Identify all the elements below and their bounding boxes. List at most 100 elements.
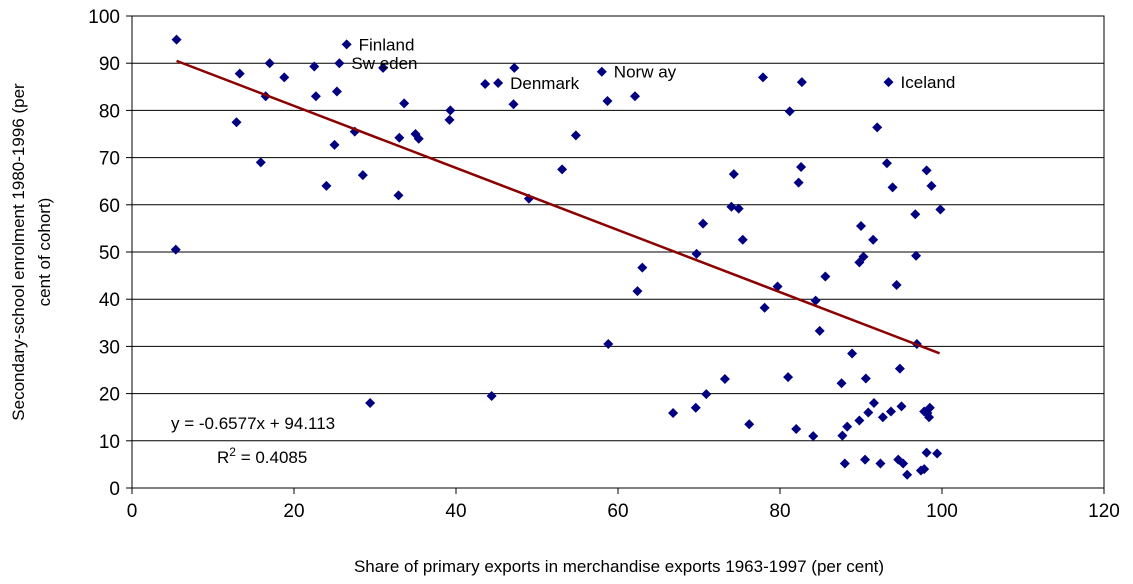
data-point-47 bbox=[726, 201, 737, 212]
data-point-8 bbox=[279, 72, 290, 83]
data-point-42 bbox=[690, 402, 701, 413]
data-point-5 bbox=[255, 157, 266, 168]
data-point-92 bbox=[910, 209, 921, 220]
data-point-66 bbox=[837, 430, 848, 441]
data-point-7 bbox=[264, 58, 275, 69]
data-point-53 bbox=[759, 302, 770, 313]
data-point-30 bbox=[508, 99, 519, 110]
y-tick-label-20: 20 bbox=[99, 385, 120, 406]
data-point-103 bbox=[926, 180, 937, 191]
data-point-28 bbox=[486, 390, 497, 401]
data-point-104 bbox=[932, 448, 943, 459]
data-point-55 bbox=[783, 372, 794, 383]
data-points bbox=[170, 34, 946, 480]
data-point-89 bbox=[896, 401, 907, 412]
data-point-80 bbox=[875, 458, 886, 469]
y-tick-label-10: 10 bbox=[99, 432, 120, 453]
data-point-13 bbox=[331, 86, 342, 97]
data-point-38 bbox=[630, 91, 641, 102]
data-point-4 bbox=[234, 68, 245, 79]
x-tick-label-80: 80 bbox=[769, 501, 790, 522]
data-point-86 bbox=[891, 280, 902, 291]
data-point-79 bbox=[872, 122, 883, 133]
y-tick-label-50: 50 bbox=[99, 243, 120, 264]
data-point-40 bbox=[637, 262, 648, 273]
data-point-12 bbox=[329, 139, 340, 150]
y-axis: 0 10 20 30 40 50 60 70 80 90 100 bbox=[88, 7, 132, 500]
data-point-102 bbox=[924, 402, 935, 413]
data-point-34 bbox=[570, 130, 581, 141]
data-point-65 bbox=[836, 378, 847, 389]
data-point-20 bbox=[393, 190, 404, 201]
data-point-2 bbox=[170, 244, 181, 255]
r-squared-label: R2 = 0.4085 bbox=[217, 445, 307, 467]
x-tick-label-40: 40 bbox=[445, 501, 466, 522]
data-point-15 bbox=[341, 39, 352, 50]
y-tick-label-30: 30 bbox=[99, 337, 120, 358]
data-point-58 bbox=[793, 177, 804, 188]
annotation-denmark: Denmark bbox=[510, 74, 579, 93]
data-point-105 bbox=[935, 204, 946, 215]
data-point-9 bbox=[309, 61, 320, 72]
data-point-78 bbox=[868, 398, 879, 409]
data-point-96 bbox=[919, 464, 930, 475]
y-tick-label-60: 60 bbox=[99, 196, 120, 217]
data-point-3 bbox=[231, 117, 242, 128]
x-tick-label-120: 120 bbox=[1088, 501, 1120, 522]
data-point-24 bbox=[413, 133, 424, 144]
data-point-75 bbox=[860, 373, 871, 384]
data-point-62 bbox=[810, 295, 821, 306]
data-point-41 bbox=[668, 407, 679, 418]
data-point-61 bbox=[808, 431, 819, 442]
data-point-26 bbox=[445, 105, 456, 116]
data-point-50 bbox=[737, 234, 748, 245]
data-point-84 bbox=[885, 406, 896, 417]
data-point-31 bbox=[509, 62, 520, 73]
data-point-77 bbox=[868, 234, 879, 245]
data-point-83 bbox=[883, 77, 894, 88]
data-point-82 bbox=[881, 158, 892, 169]
annotation-finland: Finland bbox=[359, 35, 415, 54]
r-squared-value: = 0.4085 bbox=[236, 448, 307, 467]
annotation-iceland: Iceland bbox=[901, 73, 956, 92]
data-point-51 bbox=[744, 419, 755, 430]
data-point-63 bbox=[814, 325, 825, 336]
data-point-57 bbox=[791, 424, 802, 434]
data-point-101 bbox=[924, 412, 935, 423]
annotation-norway: Norw ay bbox=[614, 63, 677, 82]
data-point-76 bbox=[863, 407, 874, 418]
data-point-70 bbox=[854, 415, 865, 426]
data-point-10 bbox=[310, 91, 321, 102]
data-point-35 bbox=[596, 66, 607, 77]
x-tick-label-60: 60 bbox=[607, 501, 628, 522]
trendline bbox=[176, 59, 941, 355]
data-point-37 bbox=[603, 339, 614, 350]
data-point-36 bbox=[602, 95, 613, 106]
x-tick-label-100: 100 bbox=[926, 501, 958, 522]
y-tick-label-90: 90 bbox=[99, 54, 120, 75]
data-point-29 bbox=[493, 78, 504, 89]
trendline-equation: y = -0.6577x + 94.113 bbox=[171, 414, 335, 433]
data-point-67 bbox=[839, 458, 850, 469]
data-point-98 bbox=[921, 447, 932, 458]
data-point-68 bbox=[842, 421, 853, 432]
data-point-56 bbox=[784, 106, 795, 117]
data-point-17 bbox=[357, 170, 368, 181]
data-point-72 bbox=[856, 221, 866, 232]
r-squared-superscript: 2 bbox=[229, 445, 236, 459]
data-point-88 bbox=[894, 363, 905, 374]
data-point-91 bbox=[902, 469, 913, 480]
data-point-46 bbox=[719, 373, 730, 384]
data-point-64 bbox=[820, 271, 831, 282]
x-axis: 0 20 40 60 80 100 120 bbox=[127, 488, 1120, 522]
data-point-74 bbox=[860, 454, 871, 465]
data-point-52 bbox=[757, 72, 768, 83]
data-point-45 bbox=[701, 389, 712, 400]
x-tick-label-20: 20 bbox=[283, 501, 304, 522]
data-point-25 bbox=[444, 114, 455, 125]
y-tick-label-80: 80 bbox=[99, 101, 120, 122]
data-point-22 bbox=[399, 98, 410, 109]
y-tick-label-70: 70 bbox=[99, 149, 120, 170]
data-point-44 bbox=[698, 218, 709, 229]
y-axis-title-line-1: Secondary-school enrolment 1980-1996 (pe… bbox=[9, 83, 28, 421]
